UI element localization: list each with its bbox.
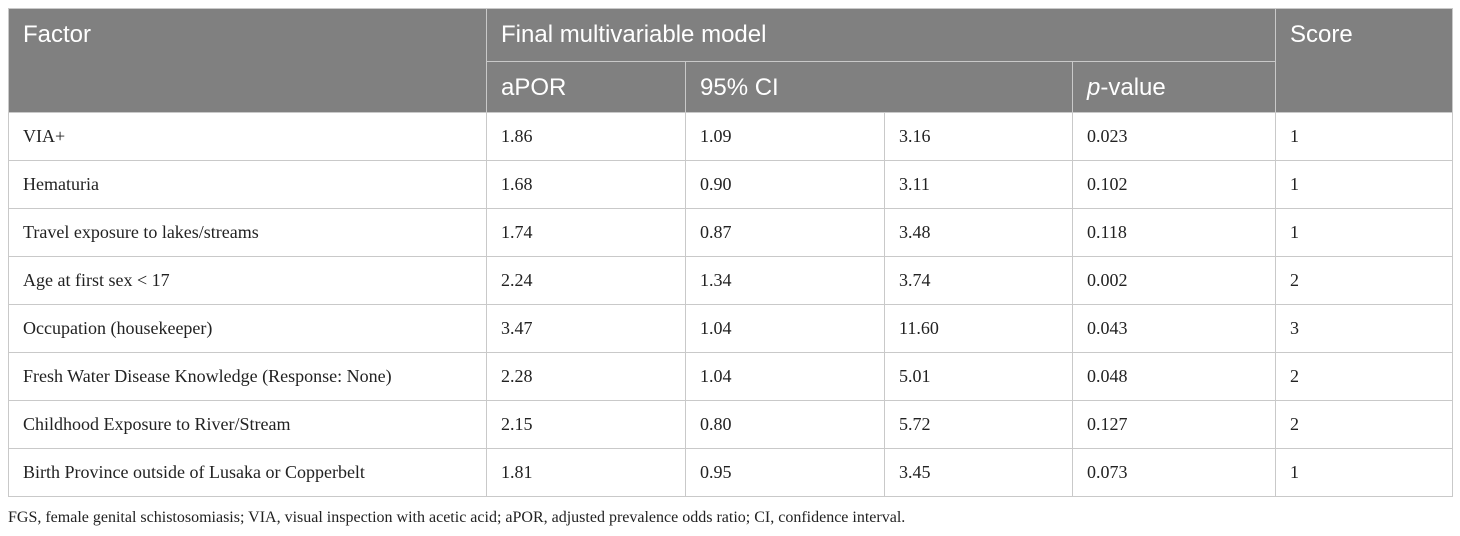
cell-apor: 2.28 [486, 352, 686, 401]
cell-score: 1 [1275, 112, 1454, 161]
cell-ci-high: 3.16 [884, 112, 1073, 161]
table-container: Factor Final multivariable model Score a… [8, 8, 1454, 497]
cell-apor: 2.24 [486, 256, 686, 305]
table-row: Fresh Water Disease Knowledge (Response:… [8, 352, 1454, 401]
cell-p: 0.043 [1071, 304, 1277, 353]
cell-ci-low: 0.95 [685, 448, 885, 497]
header-final-model: Final multivariable model [485, 8, 1277, 62]
header-apor: aPOR [486, 61, 686, 113]
header-95ci: 95% CI [685, 61, 1073, 113]
cell-factor: Childhood Exposure to River/Stream [8, 400, 487, 449]
cell-ci-high: 3.48 [884, 208, 1073, 257]
table-row: Birth Province outside of Lusaka or Copp… [8, 448, 1454, 497]
header-factor: Factor [8, 8, 487, 113]
table-row: Travel exposure to lakes/streams 1.74 0.87… [8, 208, 1454, 257]
cell-score: 3 [1275, 304, 1454, 353]
footnote: FGS, female genital schistosomiasis; VIA… [8, 509, 906, 526]
cell-ci-high: 3.74 [884, 256, 1073, 305]
cell-score: 2 [1275, 400, 1454, 449]
cell-factor: VIA+ [8, 112, 487, 161]
cell-apor: 1.86 [486, 112, 686, 161]
cell-ci-low: 1.04 [685, 304, 885, 353]
cell-ci-high: 3.45 [884, 448, 1073, 497]
cell-p: 0.048 [1071, 352, 1277, 401]
cell-ci-low: 1.34 [685, 256, 885, 305]
cell-factor: Fresh Water Disease Knowledge (Response:… [8, 352, 487, 401]
cell-ci-high: 3.11 [884, 160, 1073, 209]
cell-p: 0.023 [1071, 112, 1277, 161]
header-p-rest: -value [1100, 74, 1166, 101]
cell-apor: 1.74 [486, 208, 686, 257]
cell-ci-low: 1.04 [685, 352, 885, 401]
header-row-2: aPOR 95% CI p-value [9, 61, 1453, 113]
table-body: VIA+ 1.86 1.09 3.16 0.023 1 Hematuria 1.68 0.90 3… [8, 112, 1454, 497]
cell-ci-low: 0.87 [685, 208, 885, 257]
cell-ci-low: 1.09 [685, 112, 885, 161]
cell-ci-high: 11.60 [884, 304, 1073, 353]
cell-score: 1 [1275, 160, 1454, 209]
cell-p: 0.118 [1071, 208, 1277, 257]
cell-score: 2 [1275, 256, 1454, 305]
cell-p: 0.102 [1071, 160, 1277, 209]
table-row: Occupation (housekeeper) 3.47 1.04 11.60 0.0… [8, 304, 1454, 353]
cell-ci-low: 0.80 [685, 400, 885, 449]
cell-apor: 3.47 [486, 304, 686, 353]
header-row-1: Factor Final multivariable model Score [8, 8, 1454, 113]
header-p-italic: p [1087, 74, 1101, 101]
cell-score: 2 [1275, 352, 1454, 401]
results-table: Factor Final multivariable model Score a… [8, 8, 1454, 497]
cell-ci-high: 5.01 [884, 352, 1073, 401]
cell-factor: Birth Province outside of Lusaka or Copp… [8, 448, 487, 497]
cell-factor: Travel exposure to lakes/streams [8, 208, 487, 257]
table-row: Childhood Exposure to River/Stream 2.15 0.… [8, 400, 1454, 449]
cell-apor: 1.68 [486, 160, 686, 209]
cell-p: 0.073 [1071, 448, 1277, 497]
cell-p: 0.127 [1071, 400, 1277, 449]
header-score: Score [1275, 8, 1454, 113]
table-row: Hematuria 1.68 0.90 3.11 0.102 1 [8, 160, 1454, 209]
cell-score: 1 [1275, 448, 1454, 497]
cell-factor: Hematuria [8, 160, 487, 209]
header-p-value: p-value [1071, 61, 1277, 113]
cell-p: 0.002 [1071, 256, 1277, 305]
cell-factor: Occupation (housekeeper) [8, 304, 487, 353]
cell-ci-high: 5.72 [884, 400, 1073, 449]
cell-apor: 2.15 [486, 400, 686, 449]
cell-apor: 1.81 [486, 448, 686, 497]
table-row: VIA+ 1.86 1.09 3.16 0.023 1 [8, 112, 1454, 161]
cell-factor: Age at first sex < 17 [8, 256, 487, 305]
table-row: Age at first sex < 17 2.24 1.34 3.74 0.002 2 [8, 256, 1454, 305]
cell-ci-low: 0.90 [685, 160, 885, 209]
cell-score: 1 [1275, 208, 1454, 257]
